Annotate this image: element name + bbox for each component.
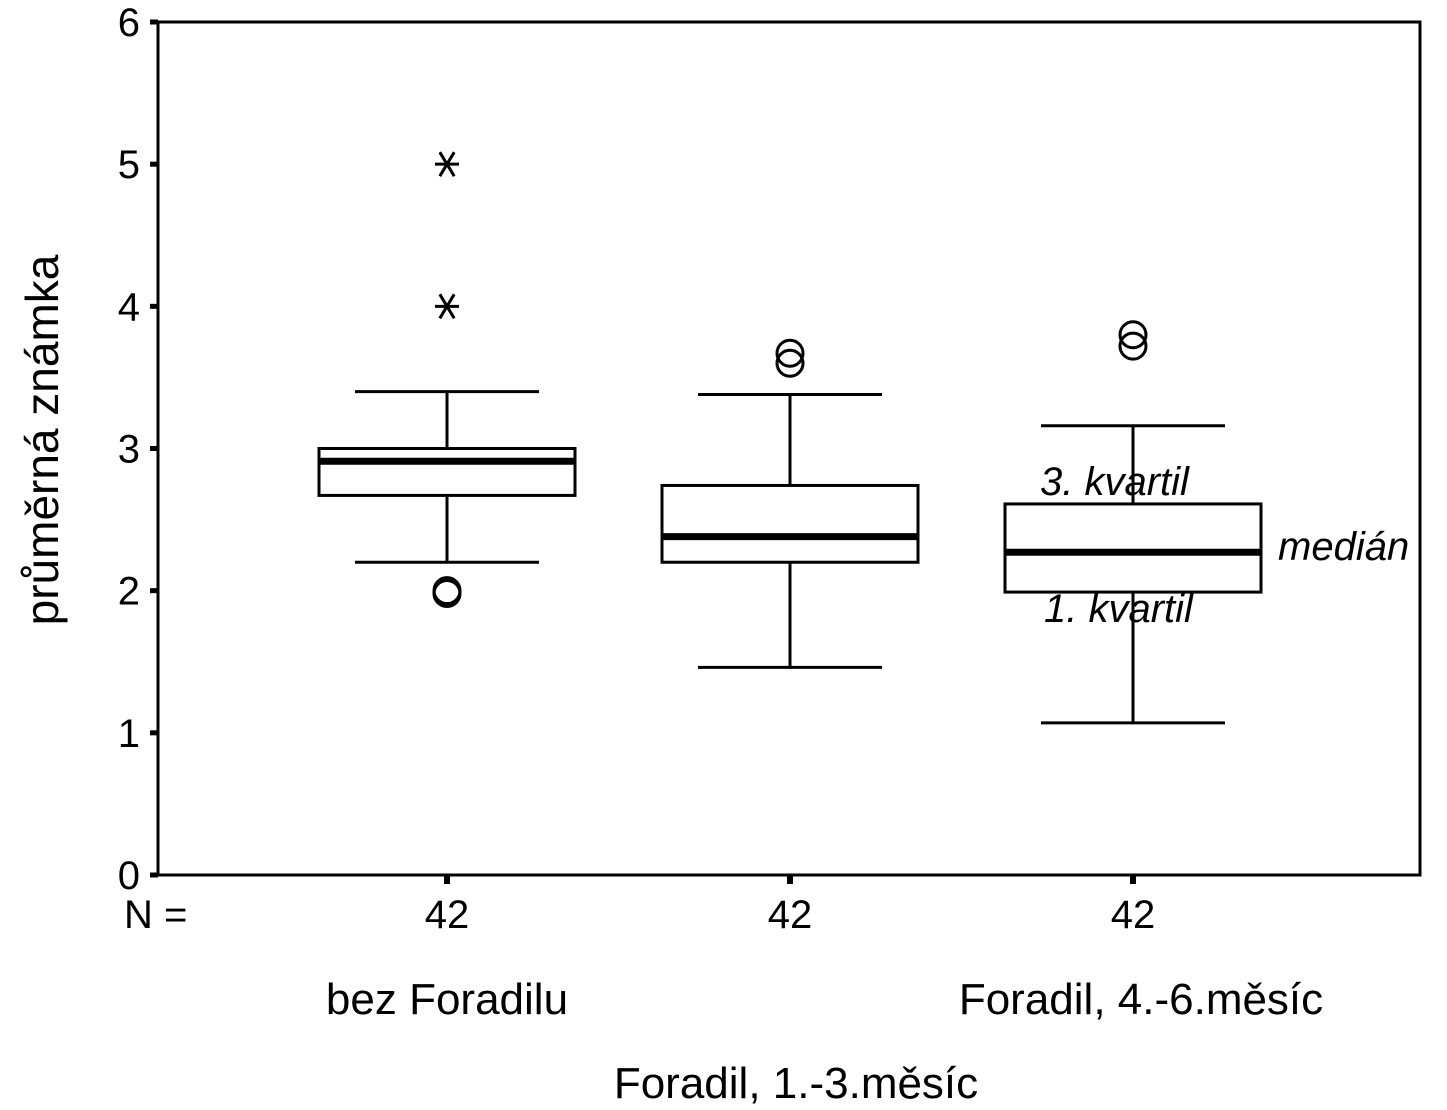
category-label-1: bez Foradilu (326, 975, 568, 1024)
category-label-3: Foradil, 4.-6.měsíc (959, 975, 1323, 1024)
n-label: N = (124, 893, 187, 937)
outlier-point (775, 348, 805, 378)
y-tick-label: 5 (118, 143, 140, 187)
n-value: 42 (1111, 893, 1156, 937)
outlier-point (775, 338, 805, 368)
box-iqr (660, 483, 920, 564)
y-tick-label: 3 (118, 428, 140, 472)
n-value: 42 (425, 893, 470, 937)
annotation-q1: 1. kvartil (1044, 587, 1194, 631)
n-value: 42 (768, 893, 813, 937)
box-iqr (1003, 502, 1263, 594)
y-axis-label: průměrná známka (16, 254, 68, 625)
outlier-point (1118, 331, 1148, 361)
y-tick-label: 2 (118, 570, 140, 614)
y-tick-label: 1 (118, 712, 140, 756)
y-tick-label: 4 (118, 285, 140, 329)
outlier-point (1118, 320, 1148, 350)
extreme-point (435, 293, 459, 320)
y-tick-label: 0 (118, 854, 140, 898)
outlier-point (432, 576, 462, 606)
box-iqr (317, 447, 577, 497)
box-group-1: 42 (317, 151, 577, 937)
y-axis-ticks: 0 1 2 3 4 5 6 (118, 1, 158, 898)
box-group-2: 42 (660, 338, 920, 937)
annotation-q3: 3. kvartil (1040, 460, 1190, 504)
y-tick-label: 6 (118, 1, 140, 45)
category-label-2: Foradil, 1.-3.měsíc (614, 1059, 978, 1108)
box-series: 42 42 42 (317, 151, 1263, 937)
annotation-median: medián (1278, 525, 1409, 569)
extreme-point (435, 151, 459, 177)
box-group-3: 42 (1003, 320, 1263, 937)
